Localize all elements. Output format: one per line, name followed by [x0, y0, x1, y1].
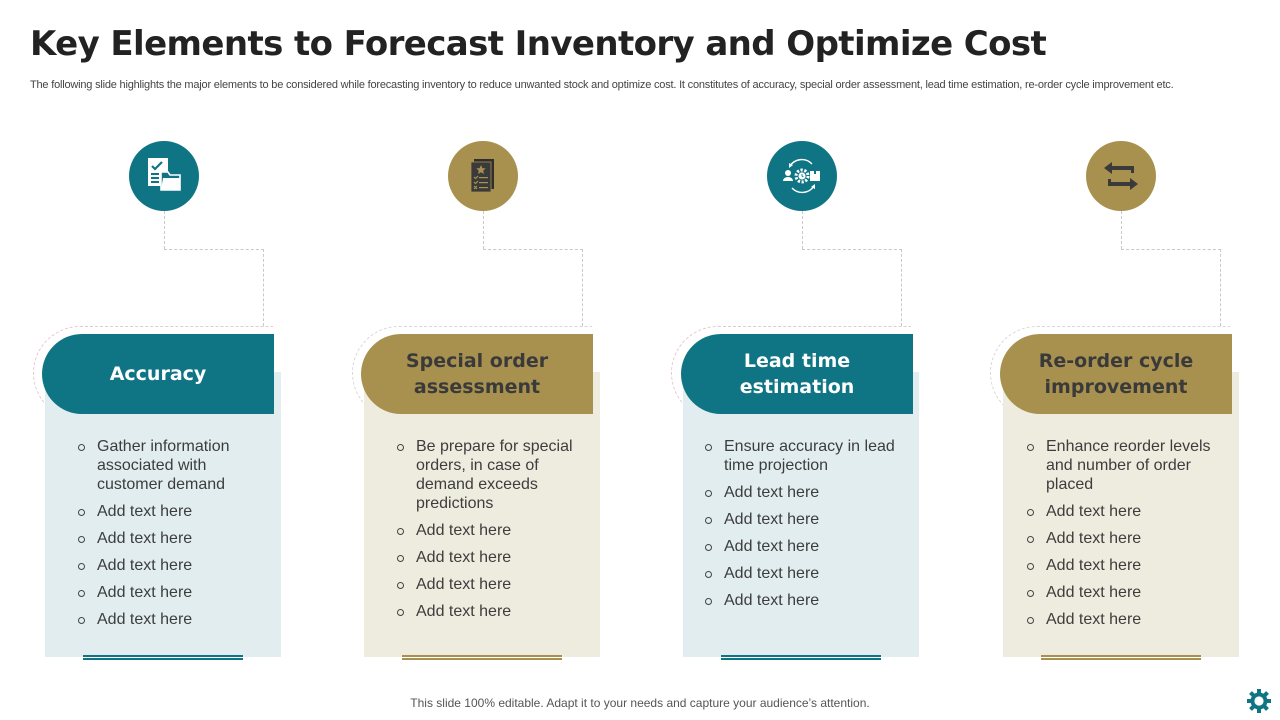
- list-item: Add text here: [78, 529, 258, 548]
- list-item: Add text here: [705, 591, 895, 610]
- card-body: [683, 372, 919, 657]
- card-accuracy: Accuracy Gather information associated w…: [0, 0, 300, 720]
- circle-bullet-icon: [397, 609, 404, 616]
- card-title: Accuracy: [42, 334, 274, 414]
- circle-bullet-icon: [397, 528, 404, 535]
- card-title: Re-order cycle improvement: [1000, 334, 1232, 414]
- circle-bullet-icon: [1027, 590, 1034, 597]
- list-item: Add text here: [1027, 610, 1217, 629]
- card-lead-time: Lead time estimation Ensure accuracy in …: [638, 0, 938, 720]
- list-item: Add text here: [397, 575, 577, 594]
- card-title: Special order assessment: [361, 334, 593, 414]
- list-item: Add text here: [397, 602, 577, 621]
- card-reorder: Re-order cycle improvement Enhance reord…: [957, 0, 1257, 720]
- circle-bullet-icon: [397, 582, 404, 589]
- circle-bullet-icon: [397, 444, 404, 451]
- bullet-list: Gather information associated with custo…: [78, 437, 258, 637]
- connector-line: [483, 249, 583, 250]
- bullet-list: Be prepare for special orders, in case o…: [397, 437, 577, 629]
- connector-line: [263, 249, 264, 326]
- connector-line: [164, 211, 165, 249]
- circle-bullet-icon: [1027, 509, 1034, 516]
- list-item: Add text here: [705, 564, 895, 583]
- footer-note: This slide 100% editable. Adapt it to yo…: [410, 696, 870, 710]
- list-item: Add text here: [1027, 502, 1217, 521]
- circle-bullet-icon: [705, 544, 712, 551]
- circle-bullet-icon: [397, 555, 404, 562]
- bullet-list: Enhance reorder levels and number of ord…: [1027, 437, 1217, 637]
- connector-line: [483, 211, 484, 249]
- connector-line: [164, 249, 264, 250]
- list-item: Add text here: [397, 521, 577, 540]
- card-title: Lead time estimation: [681, 334, 913, 414]
- list-item: Add text here: [78, 610, 258, 629]
- circle-bullet-icon: [705, 490, 712, 497]
- circle-bullet-icon: [705, 598, 712, 605]
- list-item: Add text here: [705, 510, 895, 529]
- accent-underline: [402, 655, 562, 660]
- list-item: Add text here: [78, 583, 258, 602]
- accent-underline: [83, 655, 243, 660]
- list-item: Add text here: [78, 556, 258, 575]
- circle-bullet-icon: [705, 571, 712, 578]
- connector-line: [1121, 211, 1122, 249]
- circle-bullet-icon: [1027, 617, 1034, 624]
- list-item: Add text here: [397, 548, 577, 567]
- list-item: Add text here: [1027, 556, 1217, 575]
- checklist-folder-icon: [129, 141, 199, 211]
- list-item: Add text here: [705, 537, 895, 556]
- circle-bullet-icon: [1027, 563, 1034, 570]
- list-item: Ensure accuracy in lead time projection: [705, 437, 895, 475]
- person-gear-box-cycle-icon: [767, 141, 837, 211]
- accent-underline: [1041, 655, 1201, 660]
- swap-arrows-icon: [1086, 141, 1156, 211]
- list-item: Be prepare for special orders, in case o…: [397, 437, 577, 513]
- circle-bullet-icon: [1027, 536, 1034, 543]
- connector-line: [1220, 249, 1221, 326]
- card-body: [1003, 372, 1239, 657]
- circle-bullet-icon: [705, 517, 712, 524]
- connector-line: [582, 249, 583, 326]
- circle-bullet-icon: [78, 536, 85, 543]
- list-item: Add text here: [1027, 583, 1217, 602]
- connector-line: [901, 249, 902, 326]
- circle-bullet-icon: [78, 617, 85, 624]
- connector-line: [1121, 249, 1221, 250]
- circle-bullet-icon: [78, 509, 85, 516]
- document-star-checklist-icon: [448, 141, 518, 211]
- list-item: Add text here: [78, 502, 258, 521]
- connector-line: [802, 249, 902, 250]
- list-item: Add text here: [705, 483, 895, 502]
- connector-line: [802, 211, 803, 249]
- card-special-order: Special order assessment Be prepare for …: [319, 0, 619, 720]
- list-item: Enhance reorder levels and number of ord…: [1027, 437, 1217, 494]
- page-title: Key Elements to Forecast Inventory and O…: [30, 24, 1047, 64]
- circle-bullet-icon: [78, 563, 85, 570]
- list-item: Add text here: [1027, 529, 1217, 548]
- circle-bullet-icon: [78, 444, 85, 451]
- gear-icon[interactable]: [1246, 688, 1272, 714]
- bullet-list: Ensure accuracy in lead time projection …: [705, 437, 895, 618]
- circle-bullet-icon: [705, 444, 712, 451]
- accent-underline: [721, 655, 881, 660]
- circle-bullet-icon: [78, 590, 85, 597]
- page-subtitle: The following slide highlights the major…: [30, 79, 1174, 91]
- circle-bullet-icon: [1027, 444, 1034, 451]
- list-item: Gather information associated with custo…: [78, 437, 258, 494]
